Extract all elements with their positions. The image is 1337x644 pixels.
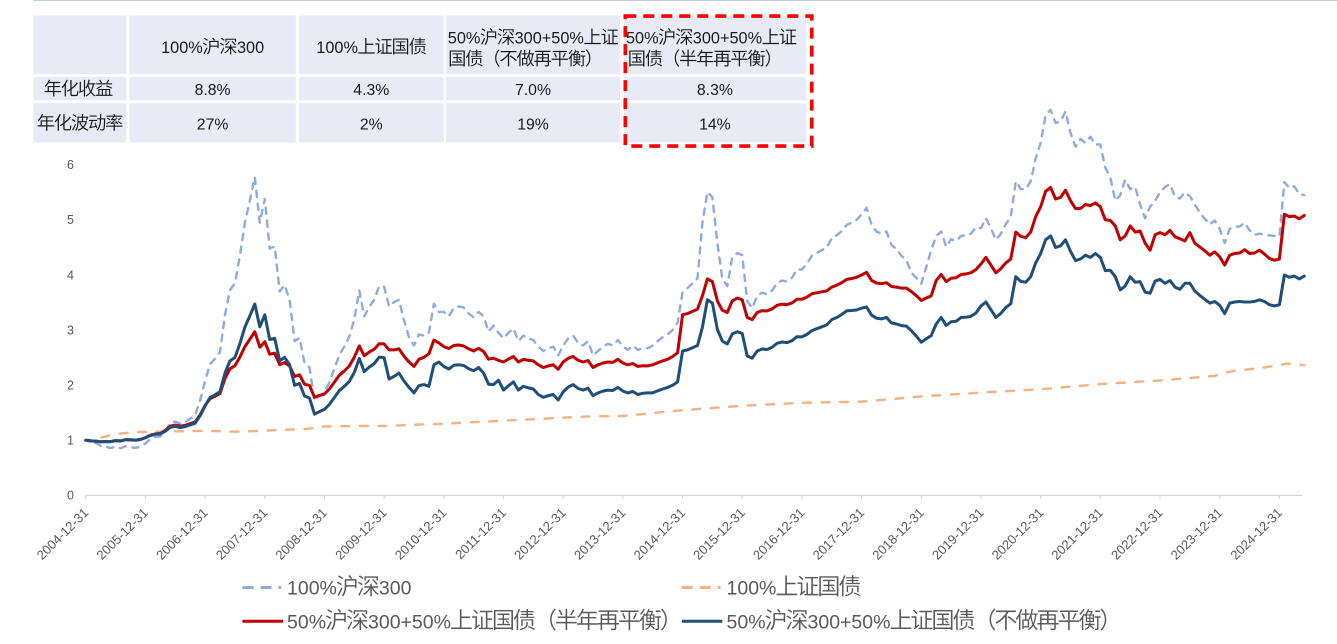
svg-text:7.0%: 7.0% [515,82,551,99]
svg-text:1: 1 [67,434,74,448]
svg-text:100%: 100% [287,578,337,600]
svg-text:27%: 27% [197,116,229,133]
svg-text:14%: 14% [699,116,731,133]
svg-text:300+50%: 300+50% [693,30,762,48]
svg-text:50%: 50% [287,611,326,633]
svg-text:0: 0 [67,489,74,503]
svg-text:300+50%: 300+50% [368,611,451,633]
svg-text:8.8%: 8.8% [195,82,231,99]
svg-text:2%: 2% [360,116,383,133]
svg-text:50%: 50% [448,30,481,48]
svg-text:300: 300 [237,39,264,57]
svg-text:4: 4 [67,268,74,282]
svg-text:3: 3 [67,323,74,337]
svg-text:4.3%: 4.3% [353,82,389,99]
svg-text:50%: 50% [626,30,659,48]
svg-text:300+50%: 300+50% [515,30,584,48]
svg-text:300: 300 [379,578,412,600]
svg-text:300+50%: 300+50% [808,611,891,633]
svg-text:5: 5 [67,213,74,227]
svg-text:6: 6 [67,158,74,172]
svg-text:100%: 100% [316,39,358,57]
svg-text:8.3%: 8.3% [697,82,733,99]
svg-text:100%: 100% [161,39,203,57]
svg-text:2: 2 [67,379,74,393]
svg-text:100%: 100% [727,578,777,600]
svg-text:19%: 19% [517,116,549,133]
svg-text:50%: 50% [727,611,766,633]
